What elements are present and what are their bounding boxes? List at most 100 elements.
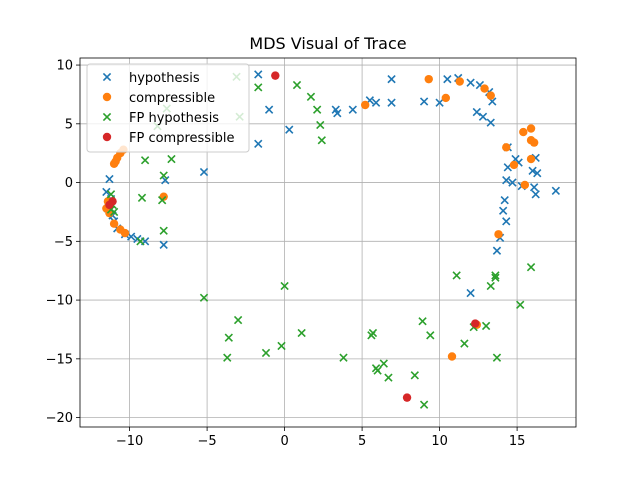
data-point	[443, 74, 452, 84]
y-tick-label: −10	[46, 294, 73, 309]
data-point	[106, 190, 116, 199]
data-point	[460, 339, 469, 348]
data-point	[368, 328, 378, 338]
data-point	[109, 219, 119, 228]
data-point	[486, 91, 495, 100]
legend-marker	[102, 132, 112, 142]
data-point	[441, 93, 450, 103]
data-point	[379, 359, 388, 368]
data-point	[271, 71, 280, 80]
axis-ticks: −10 −5 0 5 10 15 −20 −15 −10 −5 0 5 10	[46, 59, 526, 449]
data-point	[285, 125, 294, 134]
data-point	[140, 156, 150, 165]
data-point	[502, 143, 511, 152]
grid-lines	[80, 58, 576, 427]
data-point	[137, 193, 147, 203]
data-point	[109, 207, 119, 217]
data-point	[502, 217, 511, 226]
data-point	[492, 246, 502, 255]
data-point	[254, 139, 263, 148]
x-tick-label: 0	[280, 434, 288, 449]
data-point	[551, 186, 561, 195]
data-point	[509, 160, 519, 170]
data-point	[516, 300, 525, 309]
data-point	[105, 174, 114, 184]
data-point	[317, 136, 326, 145]
data-point	[528, 166, 537, 175]
data-point	[159, 226, 168, 235]
data-point	[292, 80, 302, 90]
legend-label: FP hypothesis	[129, 111, 219, 126]
data-point	[223, 353, 232, 362]
data-point	[306, 92, 316, 101]
data-point	[500, 196, 509, 205]
data-point	[491, 273, 500, 282]
data-point	[435, 98, 444, 107]
data-point	[387, 98, 396, 107]
data-point	[494, 230, 503, 239]
x-tick-label: 10	[431, 434, 448, 449]
data-point	[418, 317, 427, 326]
data-point	[478, 112, 488, 121]
data-point	[102, 187, 111, 197]
data-point	[297, 328, 306, 338]
data-point	[529, 138, 539, 147]
data-point	[502, 176, 511, 185]
data-point	[480, 84, 489, 93]
data-point	[410, 371, 419, 380]
data-point	[312, 105, 322, 114]
data-point	[529, 183, 539, 192]
y-tick-label: 5	[65, 117, 73, 132]
data-point	[533, 168, 542, 178]
x-tick-label: −10	[116, 434, 143, 449]
legend-marker	[102, 112, 112, 122]
data-point	[316, 120, 325, 130]
data-point	[333, 109, 342, 118]
data-point	[339, 353, 348, 362]
data-point	[419, 97, 429, 106]
data-point	[371, 98, 381, 107]
y-tick-label: −5	[54, 235, 73, 250]
y-tick-label: −15	[46, 352, 73, 367]
data-point	[348, 105, 357, 114]
x-tick-label: 15	[509, 434, 526, 449]
data-point	[492, 353, 502, 362]
data-point	[486, 118, 495, 127]
data-point	[471, 319, 480, 328]
data-point	[447, 352, 457, 361]
data-point	[520, 180, 530, 190]
data-point	[426, 331, 435, 340]
data-point	[402, 393, 412, 402]
legend-marker	[102, 72, 112, 82]
data-point	[277, 341, 286, 351]
data-point	[361, 100, 370, 110]
data-point	[424, 74, 433, 84]
data-point	[519, 127, 528, 137]
data-point	[224, 333, 233, 342]
data-point	[455, 77, 464, 86]
data-point	[373, 366, 382, 375]
data-points	[102, 70, 561, 409]
data-point	[466, 78, 475, 87]
y-tick-label: 10	[56, 59, 73, 74]
data-point	[199, 293, 209, 302]
data-point	[157, 196, 167, 205]
data-point	[254, 70, 263, 79]
data-point	[466, 288, 475, 298]
legend-marker	[102, 92, 112, 102]
data-point	[161, 176, 170, 185]
data-point	[526, 154, 536, 164]
data-point	[486, 281, 495, 291]
data-point	[120, 228, 130, 238]
data-point	[472, 107, 481, 117]
data-point	[199, 167, 209, 177]
data-point	[233, 315, 243, 325]
data-point	[159, 240, 168, 250]
chart-title: MDS Visual of Trace	[249, 34, 406, 53]
data-point	[105, 200, 114, 210]
data-point	[498, 206, 508, 215]
legend-label: hypothesis	[129, 71, 200, 86]
legend-box	[86, 63, 250, 153]
data-point	[419, 400, 429, 409]
